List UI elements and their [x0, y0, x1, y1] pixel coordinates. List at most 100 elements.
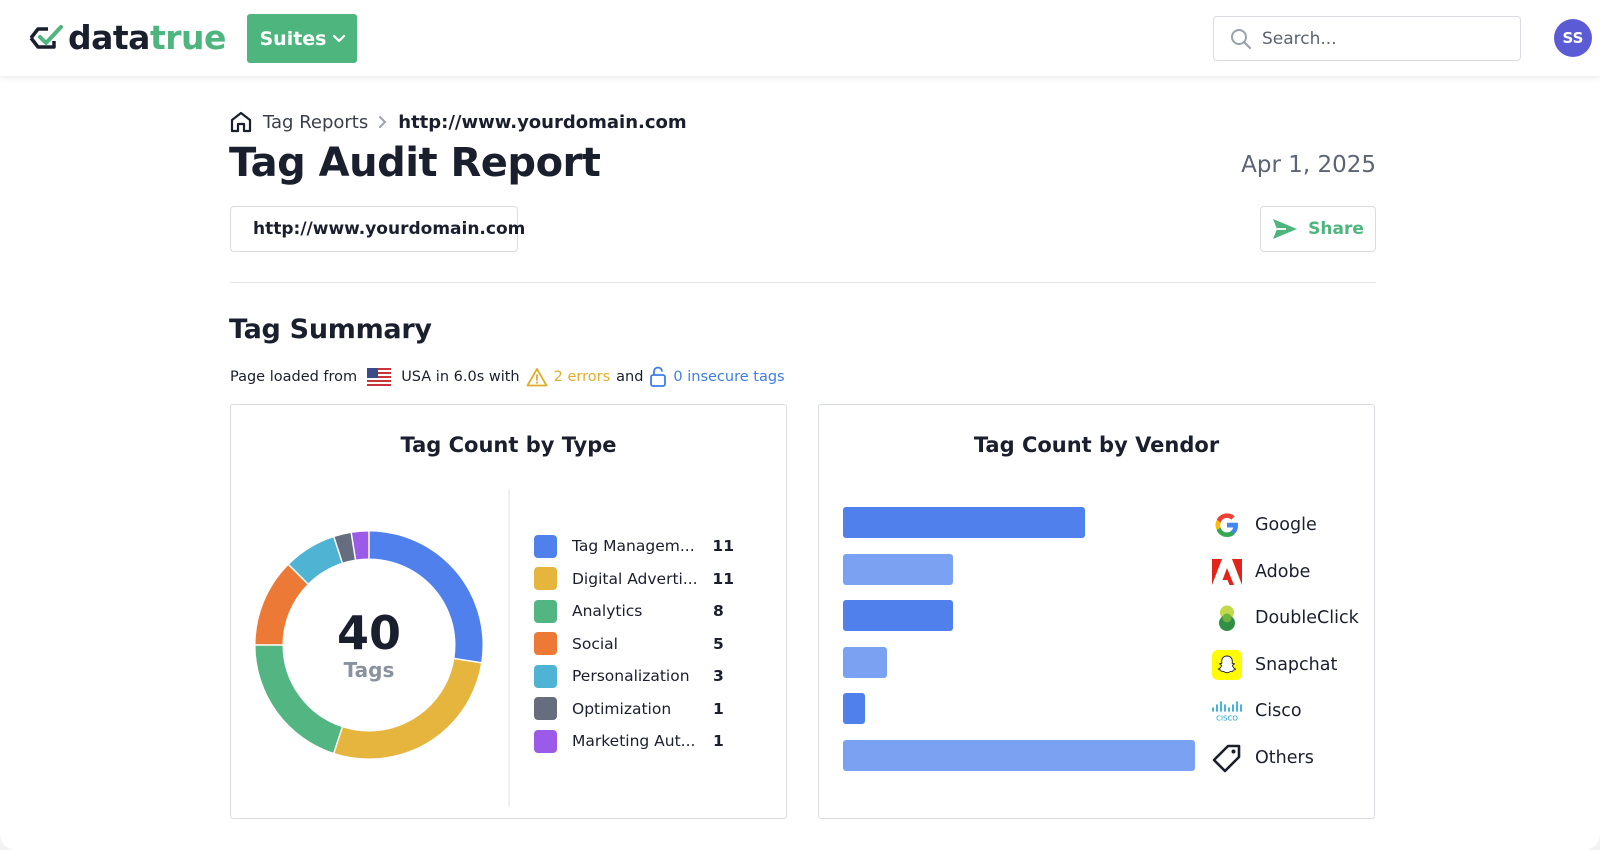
suites-button[interactable]: Suites: [247, 14, 357, 63]
svg-text:CISCO: CISCO: [1216, 715, 1238, 723]
tag-count-by-type-card: Tag Count by Type 40 Tags Tag Managem...…: [230, 404, 787, 819]
page-title: Tag Audit Report: [229, 140, 601, 186]
snapchat-icon: [1211, 649, 1243, 681]
legend-item-personalization[interactable]: Personalization 3: [534, 660, 734, 693]
legend-label: Analytics: [572, 602, 643, 621]
chart-title-vendor: Tag Count by Vendor: [973, 433, 1220, 457]
legend-label: Optimization: [572, 699, 672, 718]
legend-item-optimization[interactable]: Optimization 1: [534, 693, 734, 726]
donut-separator: [332, 726, 344, 755]
breadcrumb-current: http://www.yourdomain.com: [398, 111, 687, 133]
search-box[interactable]: [1213, 16, 1521, 61]
adobe-icon: [1211, 556, 1243, 588]
legend-swatch: [534, 729, 557, 753]
datatrue-logo[interactable]: datatrue: [28, 18, 226, 58]
tag-count-by-vendor-card: Tag Count by Vendor Google Adobe DoubleCli…: [818, 404, 1375, 819]
warning-icon: [526, 368, 548, 387]
legend-item-analytics[interactable]: Analytics 8: [534, 595, 734, 628]
legend-divider: [508, 489, 510, 807]
donut-total: 40: [336, 606, 401, 660]
page-load-summary: Page loaded from USA in 6.0s with 2 erro…: [230, 364, 785, 390]
legend-label: Marketing Aut...: [572, 732, 696, 751]
us-flag-icon: [367, 368, 392, 386]
divider: [230, 282, 1376, 283]
legend-value: 3: [713, 667, 724, 686]
breadcrumb: Tag Reports http://www.yourdomain.com: [229, 108, 687, 136]
user-avatar[interactable]: SS: [1554, 19, 1592, 57]
legend-swatch: [534, 697, 557, 721]
breadcrumb-tag-reports[interactable]: Tag Reports: [263, 111, 369, 133]
legend-label: Tag Managem...: [572, 537, 695, 556]
legend-item-digital-adverti[interactable]: Digital Adverti... 11: [534, 563, 734, 596]
vendor-label: Snapchat: [1255, 654, 1338, 675]
section-title-tag-summary: Tag Summary: [229, 314, 432, 345]
donut-slice-digital-adverti[interactable]: [255, 531, 483, 759]
logo-check-icon: [29, 25, 63, 49]
chevron-right-icon: [379, 116, 387, 128]
legend-swatch: [534, 664, 557, 688]
google-icon: [1211, 509, 1243, 541]
report-date: Apr 1, 2025: [1241, 152, 1376, 178]
donut-separator: [287, 563, 310, 586]
tag-icon: [1211, 742, 1243, 774]
legend-swatch: [534, 632, 557, 656]
search-input[interactable]: [1262, 28, 1502, 49]
legend-item-marketing-aut[interactable]: Marketing Aut... 1: [534, 725, 734, 758]
vendor-item-google[interactable]: Google: [1211, 509, 1317, 541]
donut-svg: [254, 530, 483, 759]
donut-separator: [350, 531, 357, 561]
share-label: Share: [1308, 219, 1364, 239]
legend-swatch: [534, 599, 557, 623]
donut-chart: 40 Tags: [253, 529, 485, 761]
vendor-item-cisco[interactable]: CISCO Cisco: [1211, 695, 1302, 727]
suites-label: Suites: [259, 27, 327, 50]
legend-item-tag-managem[interactable]: Tag Managem... 11: [534, 530, 734, 563]
donut-center: 40 Tags: [253, 529, 485, 761]
legend-swatch: [534, 534, 557, 558]
vendor-bar-snapchat[interactable]: [843, 646, 887, 678]
doubleclick-icon: [1211, 602, 1243, 634]
vendor-bar-adobe[interactable]: [843, 553, 953, 585]
legend-value: 11: [712, 569, 734, 588]
legend-swatch: [534, 567, 557, 591]
vendor-label: Google: [1255, 515, 1317, 535]
donut-separator: [332, 535, 344, 564]
legend-item-social[interactable]: Social 5: [534, 628, 734, 661]
vendor-bar-google[interactable]: [843, 507, 1085, 538]
legend-value: 11: [712, 537, 734, 556]
vendor-label: Cisco: [1255, 701, 1302, 721]
donut-total-label: Tags: [343, 658, 395, 682]
chart-title-type: Tag Count by Type: [400, 433, 617, 457]
insecure-tags-link[interactable]: 0 insecure tags: [673, 369, 785, 385]
vendor-item-snapchat[interactable]: Snapchat: [1211, 649, 1337, 681]
vendor-bar-others[interactable]: [843, 739, 1195, 771]
unlock-icon: [650, 366, 667, 387]
logo-text: datatrue: [68, 18, 226, 57]
vendor-label: DoubleClick: [1255, 608, 1359, 628]
load-location: USA in 6.0s with: [401, 369, 520, 385]
vendor-bar-doubleclick[interactable]: [843, 600, 953, 631]
vendor-label: Others: [1255, 747, 1314, 768]
legend-label: Social: [572, 634, 618, 653]
vendor-item-others[interactable]: Others: [1211, 742, 1314, 774]
share-button[interactable]: Share: [1260, 206, 1376, 252]
vendor-bar-cisco[interactable]: [843, 693, 865, 724]
cisco-icon: CISCO: [1211, 695, 1243, 727]
legend-value: 8: [713, 602, 724, 621]
vendor-item-adobe[interactable]: Adobe: [1211, 556, 1310, 588]
donut-separator: [453, 657, 483, 664]
chevron-down-icon: [332, 34, 345, 42]
legend-value: 1: [713, 732, 724, 751]
report-url-pill[interactable]: http://www.yourdomain.com: [230, 206, 525, 252]
send-icon: [1273, 219, 1298, 239]
legend-value: 5: [713, 634, 724, 653]
vendor-label: Adobe: [1255, 561, 1311, 582]
errors-link[interactable]: 2 errors: [553, 369, 611, 385]
home-icon[interactable]: [229, 110, 253, 134]
top-bar: datatrue Suites SS: [0, 0, 1600, 76]
load-prefix: Page loaded from: [230, 369, 358, 385]
vendor-item-doubleclick[interactable]: DoubleClick: [1211, 602, 1359, 634]
legend-label: Personalization: [572, 667, 690, 686]
and-text: and: [616, 369, 644, 385]
